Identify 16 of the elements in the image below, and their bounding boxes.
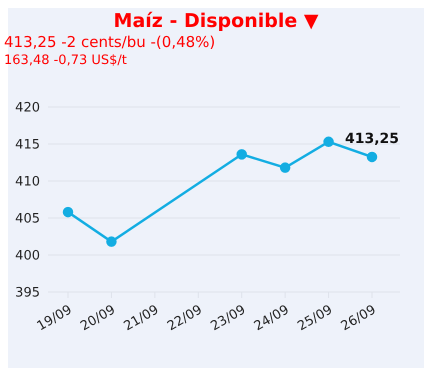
data-label: 413,25 xyxy=(344,130,400,147)
point xyxy=(366,152,378,162)
y-tick-label: 405 xyxy=(15,212,40,227)
y-tick-label: 415 xyxy=(15,138,40,153)
y-tick-label: 410 xyxy=(15,174,40,190)
y-tick-label: 400 xyxy=(15,248,40,264)
point xyxy=(280,162,290,173)
chart-title: Maíz - Disponible ▼ xyxy=(112,9,320,32)
point xyxy=(236,149,247,160)
point xyxy=(106,236,117,247)
point xyxy=(62,206,74,218)
y-tick-label: 395 xyxy=(15,286,40,301)
y-tick-label: 420 xyxy=(15,100,40,116)
text: 163,48 -0,73 US$/t xyxy=(4,53,128,68)
chart-subtitle: 413,25 -2 cents/bu -(0,48%) xyxy=(4,33,216,51)
point xyxy=(323,136,334,148)
